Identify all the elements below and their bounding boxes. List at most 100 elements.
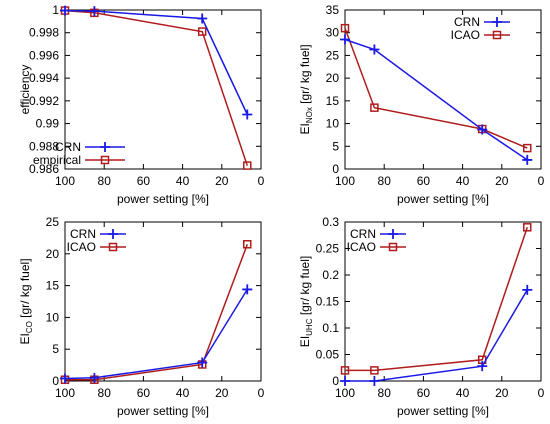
point-crn	[89, 372, 100, 383]
chart-panel-4: 100 80 60 40 20 0 0 0.05 0.1 0.15 0.2 0.25 0.3 power …	[298, 215, 545, 418]
series-line-crn	[64, 9, 248, 115]
point-crn	[477, 124, 488, 135]
series-line-crn	[64, 289, 248, 380]
y-tick-label: 0.2	[322, 268, 339, 282]
y-tick-label: 5	[332, 139, 339, 153]
y-tick-label: 0.986	[29, 162, 59, 176]
y-tick-label: 0.988	[29, 139, 59, 153]
point-crn	[522, 154, 533, 165]
x-tick-label: 100	[55, 174, 75, 188]
point-empirical	[243, 161, 252, 170]
point-icao	[523, 143, 532, 153]
point-crn	[340, 34, 350, 45]
y-tick-label: 0.998	[29, 26, 59, 40]
y-tick-label: 15	[46, 279, 60, 293]
chart-panel-2: 100 80 60 40 20 0 0 5 10 15 20 25 30 35 power setting …	[298, 3, 545, 206]
x-tick-label: 60	[137, 386, 151, 400]
x-tick-label: 80	[98, 386, 112, 400]
x-tick-label: 80	[98, 174, 112, 188]
point-crn	[60, 373, 70, 384]
series-line-icao	[344, 27, 528, 149]
point-icao	[523, 223, 532, 232]
legend-label: CRN	[70, 227, 96, 241]
y-tick-label: 10	[326, 117, 340, 131]
point-crn	[197, 357, 208, 368]
y-tick-label: 0	[52, 374, 59, 388]
y-tick-label: 1	[52, 3, 59, 17]
y-axis-label: EIUHC [gr/ kg fuel]	[298, 256, 314, 347]
point-crn	[242, 109, 253, 120]
y-tick-label: 0.05	[316, 348, 340, 362]
point-crn	[522, 284, 533, 295]
y-tick-label: 0.1	[322, 321, 339, 335]
point-icao	[340, 366, 350, 375]
y-tick-label: 30	[326, 26, 340, 40]
legend-label: ICAO	[451, 28, 480, 42]
y-tick-label: 0	[332, 374, 339, 388]
point-crn	[477, 361, 488, 372]
plot-frame	[64, 9, 262, 170]
x-tick-label: 60	[417, 174, 431, 188]
x-axis-label: power setting [%]	[117, 404, 209, 418]
legend-marker	[108, 229, 118, 239]
x-tick-label: 40	[456, 386, 470, 400]
y-axis-label: efficiency	[18, 65, 32, 115]
series-line-crn	[345, 289, 528, 382]
y-tick-label: 10	[46, 310, 60, 324]
x-tick-label: 0	[258, 386, 265, 400]
point-icao	[370, 103, 379, 112]
y-tick-label: 0.99	[36, 117, 60, 131]
point-crn	[89, 6, 100, 17]
x-tick-label: 20	[215, 174, 229, 188]
y-tick-label: 0.3	[322, 215, 339, 229]
y-tick-label: 25	[326, 48, 340, 62]
y-tick-label: 5	[52, 342, 59, 356]
y-tick-label: 0.25	[316, 242, 340, 256]
y-tick-label: 0.992	[29, 94, 59, 108]
y-tick-label: 25	[46, 215, 60, 229]
legend-marker	[100, 142, 110, 152]
legend-marker	[108, 242, 118, 252]
x-axis-label: power setting [%]	[397, 192, 489, 206]
legend-label: CRN	[55, 140, 81, 154]
point-crn	[340, 376, 350, 386]
y-tick-label: 20	[46, 247, 60, 261]
series-line-empirical	[64, 9, 249, 166]
chart-panel-3: 100 80 60 40 20 0 0 5 10 15 20 25 power setting [%] E…	[18, 215, 265, 418]
y-tick-label: 0	[332, 162, 339, 176]
y-tick-label: 20	[326, 71, 340, 85]
point-crn	[197, 13, 208, 24]
series-line-icao	[65, 244, 249, 381]
x-axis-label: power setting [%]	[117, 192, 209, 206]
x-tick-label: 0	[538, 174, 545, 188]
x-tick-label: 20	[495, 174, 509, 188]
legend-label: CRN	[454, 15, 480, 29]
point-icao	[243, 240, 252, 249]
x-tick-label: 100	[335, 386, 355, 400]
y-axis-label: EICO [gr/ kg fuel]	[18, 258, 34, 344]
legend-label: ICAO	[67, 240, 96, 254]
legend-marker	[388, 242, 398, 252]
x-axis-label: power setting [%]	[397, 404, 489, 418]
plot-frame	[64, 221, 262, 382]
y-tick-label: 35	[326, 3, 340, 17]
series-line-icao	[345, 227, 529, 372]
y-tick-label: 0.994	[29, 71, 59, 85]
x-tick-label: 60	[417, 386, 431, 400]
y-tick-label: 0.15	[316, 295, 340, 309]
point-crn	[242, 284, 253, 295]
x-tick-label: 80	[378, 386, 392, 400]
y-axis-label: EINOx [gr/ kg fuel]	[298, 44, 314, 134]
x-tick-label: 80	[378, 174, 392, 188]
x-tick-label: 100	[335, 174, 355, 188]
point-crn	[60, 5, 70, 16]
legend-marker	[388, 229, 398, 239]
legend-marker	[492, 30, 502, 40]
x-tick-label: 20	[495, 386, 509, 400]
point-crn	[369, 44, 380, 55]
series-line-crn	[344, 38, 528, 161]
point-empirical	[197, 27, 207, 36]
x-tick-label: 40	[456, 174, 470, 188]
x-tick-label: 20	[215, 386, 229, 400]
